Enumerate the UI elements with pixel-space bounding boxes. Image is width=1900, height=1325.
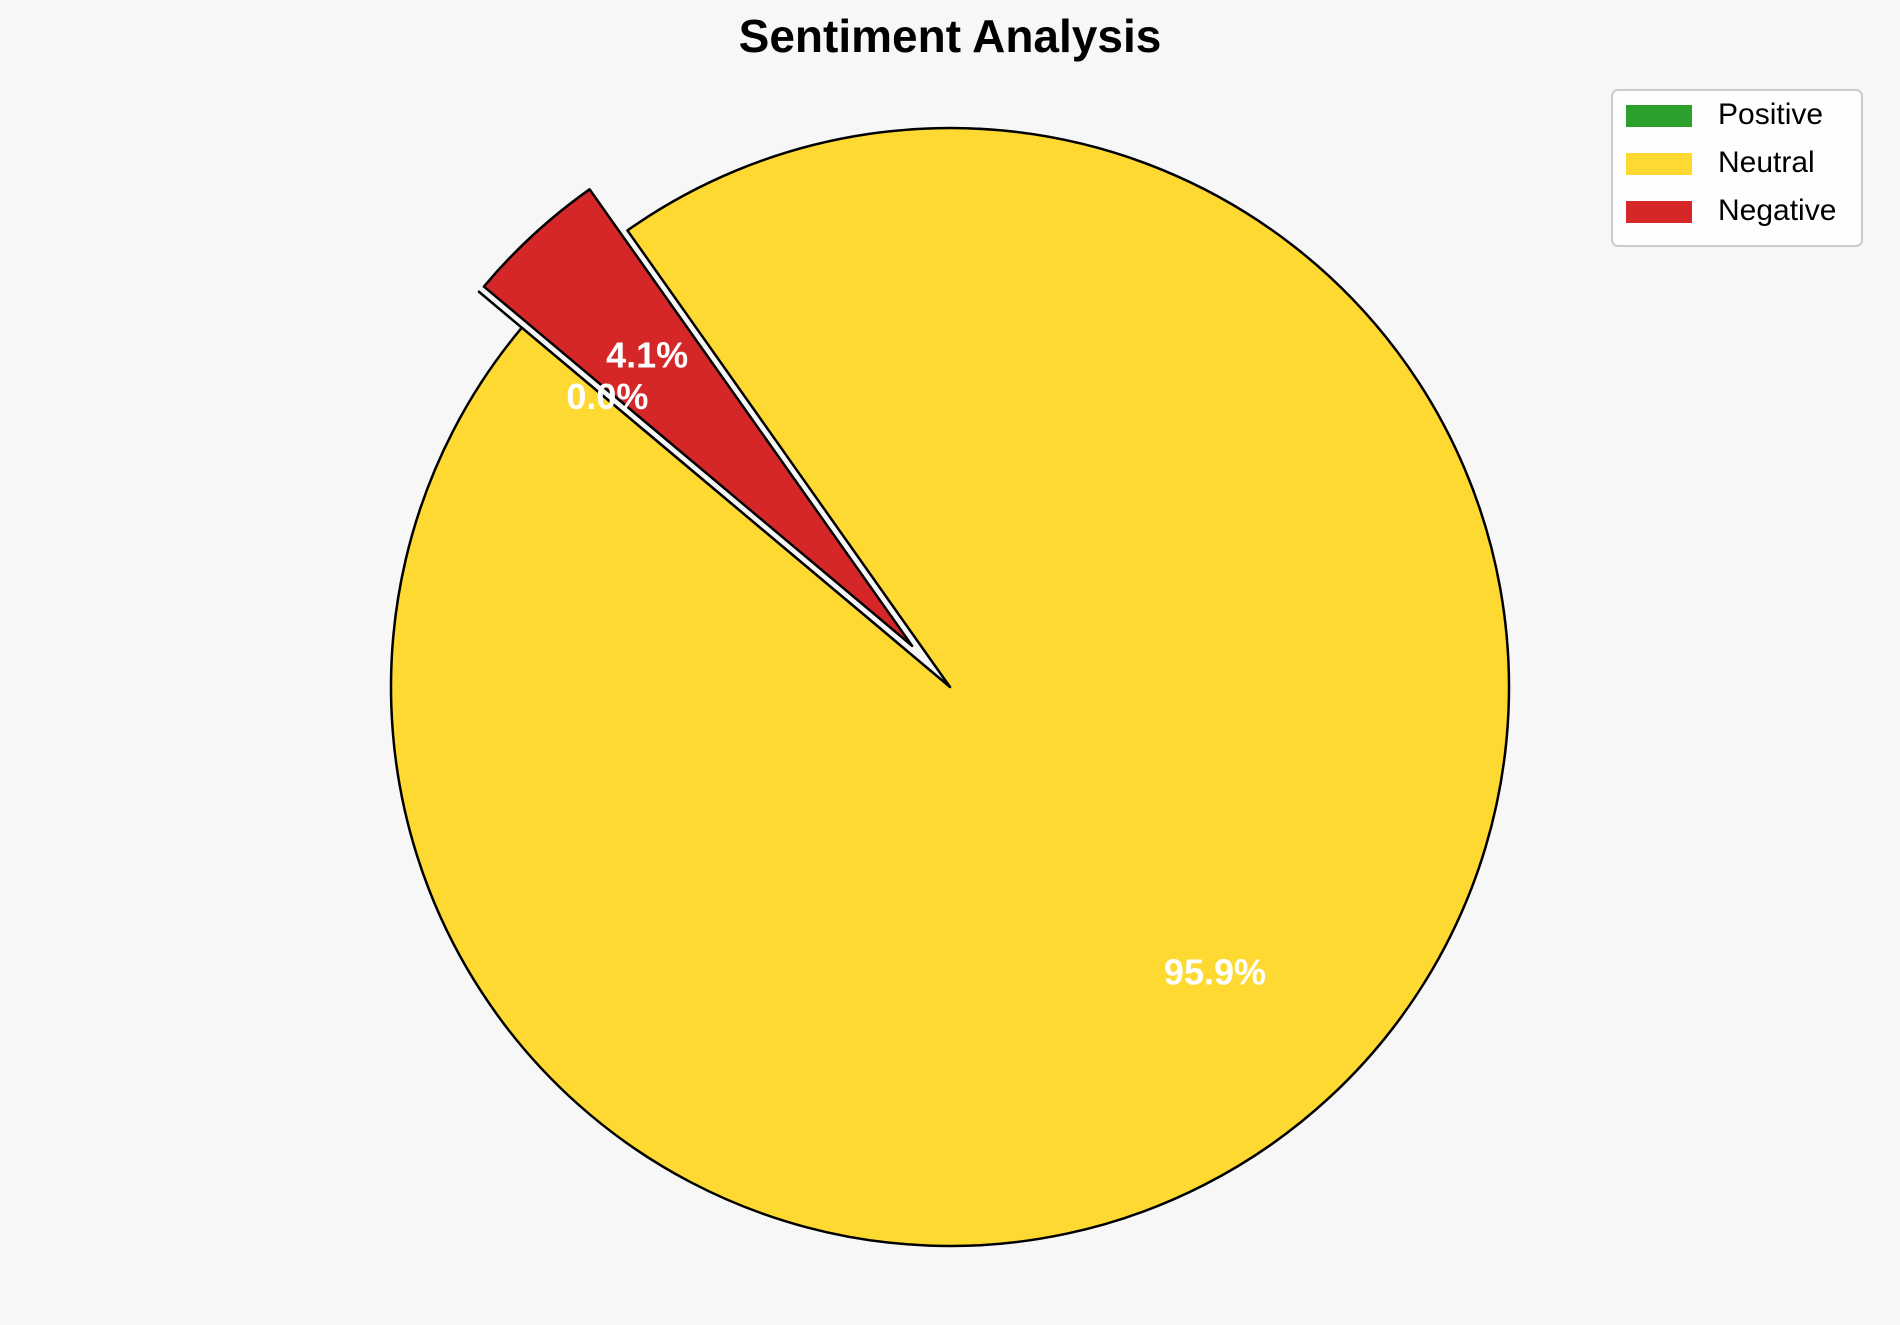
chart-title: Sentiment Analysis — [739, 10, 1162, 62]
slice-label: 95.9% — [1164, 951, 1266, 992]
pie-slice — [389, 126, 1511, 1248]
slice-label: 0.0% — [566, 376, 648, 417]
legend-swatch — [1626, 105, 1692, 127]
slice-label: 4.1% — [606, 334, 688, 375]
legend-swatch — [1626, 201, 1692, 223]
legend-label: Negative — [1718, 194, 1836, 227]
pie — [389, 126, 1511, 1248]
pie-labels: 0.0% 95.9% 4.1% — [566, 334, 1266, 992]
legend: Positive Neutral Negative — [1611, 89, 1863, 247]
pie-slice — [482, 188, 914, 648]
legend-label: Positive — [1718, 98, 1823, 131]
legend-swatch — [1626, 153, 1692, 175]
legend-label: Neutral — [1718, 146, 1815, 179]
